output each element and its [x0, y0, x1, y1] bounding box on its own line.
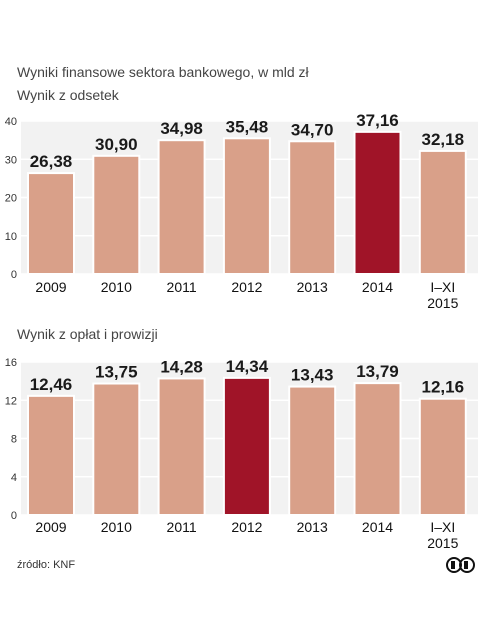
- y-tick-label: 8: [11, 434, 17, 446]
- bar: [353, 130, 402, 275]
- bar: [288, 140, 337, 275]
- x-category-label: 2014: [362, 519, 393, 535]
- bar: [92, 382, 141, 516]
- y-tick-label: 4: [11, 472, 17, 484]
- x-category-label: 2011: [167, 519, 197, 535]
- x-category-label: 2010: [101, 279, 132, 295]
- x-category-label: 2009: [35, 519, 66, 535]
- x-category-label: 2009: [35, 279, 66, 295]
- x-category-label: 2011: [167, 279, 197, 295]
- pap-logo-icon: [446, 557, 475, 573]
- bar-value-label: 34,70: [291, 120, 334, 139]
- bar-value-label: 34,98: [160, 119, 203, 138]
- y-tick-label: 20: [5, 193, 17, 205]
- bar-value-label: 26,38: [30, 152, 73, 171]
- bar: [288, 385, 337, 516]
- bar-value-label: 13,79: [356, 362, 399, 381]
- y-tick-label: 0: [11, 510, 17, 522]
- bar-value-label: 14,34: [226, 357, 269, 376]
- chart-1-subtitle: Wynik z odsetek: [17, 87, 120, 103]
- bar-value-label: 13,43: [291, 366, 334, 385]
- bar-value-label: 35,48: [226, 117, 269, 136]
- chart-title: Wyniki finansowe sektora bankowego, w ml…: [17, 64, 310, 80]
- bar-value-label: 12,46: [30, 375, 73, 394]
- x-category-label: 2012: [231, 279, 262, 295]
- bar-value-label: 37,16: [356, 111, 399, 130]
- bar: [222, 376, 271, 516]
- x-category-label: I–XI: [430, 279, 455, 295]
- chart-2-fee-commission-income: 0 4 8 12 16 12,46 2009 13,75 2010 14,28 2011 14,34 2…: [5, 357, 478, 551]
- bar: [27, 172, 75, 275]
- bar: [157, 139, 206, 275]
- x-category-label: 2010: [101, 519, 132, 535]
- bar: [353, 382, 402, 516]
- x-category-label: 2015: [427, 535, 458, 551]
- x-category-label: I–XI: [430, 519, 455, 535]
- source-note: źródło: KNF: [17, 559, 75, 571]
- bar: [27, 394, 75, 517]
- x-category-label: 2014: [362, 279, 393, 295]
- y-tick-label: 12: [5, 395, 17, 407]
- y-tick-label: 30: [5, 154, 17, 166]
- y-tick-label: 0: [11, 269, 17, 281]
- x-category-label: 2013: [297, 279, 328, 295]
- chart-2-subtitle: Wynik z opłat i prowizji: [17, 326, 158, 342]
- bar: [157, 377, 206, 517]
- bar: [92, 154, 141, 275]
- bar-value-label: 30,90: [95, 135, 138, 154]
- bar-value-label: 14,28: [160, 357, 203, 376]
- bar: [222, 137, 271, 275]
- bar-value-label: 12,16: [422, 378, 465, 397]
- x-category-label: 2012: [231, 519, 262, 535]
- y-tick-label: 10: [5, 231, 17, 243]
- bar: [418, 149, 467, 275]
- bar-value-label: 32,18: [422, 130, 465, 149]
- x-category-label: 2013: [297, 519, 328, 535]
- bar: [418, 397, 467, 516]
- x-category-label: 2015: [427, 295, 458, 311]
- bar-value-label: 13,75: [95, 363, 138, 382]
- chart-1-interest-income: 0 10 20 30 40 26,38 2009 30,90 2010 34,98 2011 35,4…: [5, 111, 478, 311]
- y-tick-label: 16: [5, 357, 17, 369]
- y-tick-label: 40: [5, 116, 17, 128]
